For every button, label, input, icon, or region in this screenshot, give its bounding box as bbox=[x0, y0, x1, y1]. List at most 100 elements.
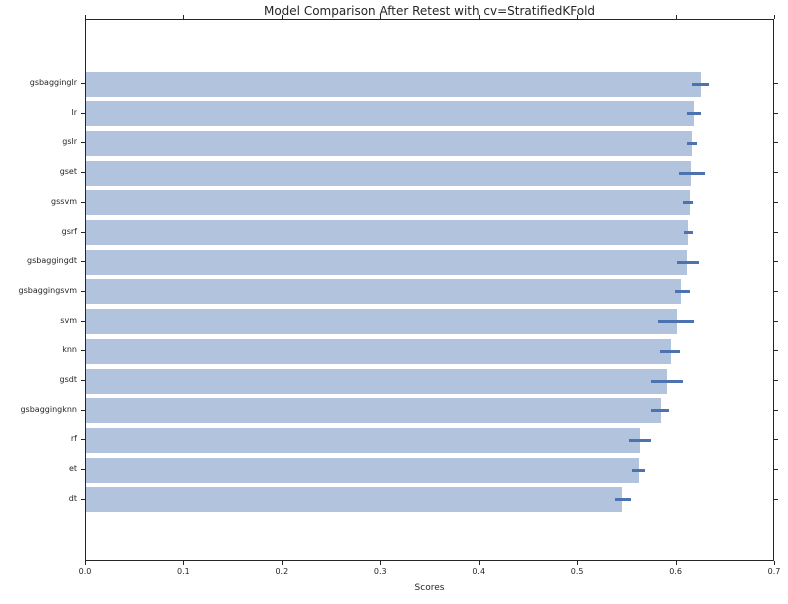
xtick-mark-bottom bbox=[478, 561, 480, 565]
ytick-label-gsrf: gsrf bbox=[61, 226, 77, 236]
plot-area bbox=[85, 19, 774, 561]
xtick-mark-top bbox=[85, 15, 86, 19]
xtick-mark-bottom bbox=[577, 561, 579, 565]
bar-gsbaggingsvm bbox=[86, 279, 682, 305]
ytick-mark-left bbox=[81, 261, 85, 263]
x-axis-label: Scores bbox=[414, 583, 445, 593]
ytick-label-rf: rf bbox=[70, 434, 77, 444]
ytick-mark-right bbox=[774, 172, 778, 174]
bar-dt bbox=[86, 487, 623, 513]
xtick-mark-bottom bbox=[85, 561, 86, 565]
xtick-mark-bottom bbox=[675, 561, 677, 565]
ytick-mark-left bbox=[81, 409, 85, 411]
ytick-mark-left bbox=[81, 201, 85, 203]
chart-title: Model Comparison After Retest with cv=St… bbox=[263, 4, 596, 18]
ytick-label-et: et bbox=[68, 464, 77, 474]
xtick-label-0.6: 0.6 bbox=[669, 567, 682, 576]
ytick-label-knn: knn bbox=[62, 345, 77, 355]
bar-gsrf bbox=[86, 220, 689, 245]
error-bar-gsdt bbox=[650, 379, 684, 383]
ytick-label-gsbaggingknn: gsbaggingknn bbox=[20, 404, 77, 414]
ytick-mark-left bbox=[81, 231, 85, 233]
xtick-mark-top bbox=[183, 15, 185, 19]
ytick-mark-right bbox=[774, 409, 778, 411]
xtick-label-0.3: 0.3 bbox=[373, 567, 387, 576]
ytick-mark-left bbox=[81, 83, 85, 84]
ytick-mark-left bbox=[81, 469, 85, 471]
bar-et bbox=[86, 457, 640, 483]
xtick-mark-top bbox=[380, 15, 382, 19]
ytick-mark-left bbox=[81, 172, 85, 174]
ytick-label-gsbaggingdt: gsbaggingdt bbox=[27, 256, 77, 266]
bar-lr bbox=[86, 101, 695, 127]
bar-gsbaggingdt bbox=[86, 249, 688, 275]
ytick-mark-left bbox=[81, 498, 85, 500]
ytick-mark-right bbox=[774, 498, 778, 500]
ytick-label-gslr: gslr bbox=[62, 137, 77, 147]
xtick-mark-top bbox=[281, 15, 283, 19]
bar-gslr bbox=[86, 130, 693, 156]
xtick-label-0.5: 0.5 bbox=[570, 567, 584, 576]
ytick-label-gsdt: gsdt bbox=[59, 375, 77, 384]
ytick-mark-right bbox=[774, 142, 778, 144]
ytick-mark-right bbox=[774, 350, 778, 352]
error-bar-gsbaggingknn bbox=[650, 409, 669, 413]
ytick-mark-left bbox=[81, 112, 85, 114]
bar-knn bbox=[86, 338, 671, 364]
ytick-label-svm: svm bbox=[60, 315, 77, 325]
ytick-mark-left bbox=[81, 380, 85, 381]
ytick-label-lr: lr bbox=[71, 107, 77, 117]
ytick-mark-left bbox=[81, 350, 85, 352]
error-bar-gssvm bbox=[683, 201, 694, 205]
error-bar-gsrf bbox=[684, 231, 694, 234]
xtick-label-0.7: 0.7 bbox=[767, 567, 781, 576]
ytick-label-gsbagginglr: gsbagginglr bbox=[29, 78, 77, 87]
ytick-mark-left bbox=[81, 320, 85, 322]
error-bar-knn bbox=[659, 349, 681, 353]
ytick-mark-right bbox=[774, 83, 778, 84]
xtick-label-0.1: 0.1 bbox=[177, 567, 190, 576]
bar-gsbagginglr bbox=[86, 71, 702, 97]
xtick-label-0.0: 0.0 bbox=[78, 567, 92, 576]
xtick-mark-top bbox=[774, 15, 775, 19]
error-bar-gsbaggingdt bbox=[676, 260, 700, 264]
error-bar-gslr bbox=[687, 141, 698, 145]
error-bar-gsbagginglr bbox=[692, 82, 710, 86]
xtick-mark-bottom bbox=[183, 561, 185, 565]
ytick-mark-right bbox=[774, 380, 778, 381]
ytick-mark-right bbox=[774, 439, 778, 441]
bar-gsbaggingknn bbox=[86, 398, 661, 424]
ytick-label-gssvm: gssvm bbox=[51, 196, 77, 206]
bar-gsdt bbox=[86, 368, 667, 394]
ytick-mark-left bbox=[81, 439, 85, 441]
error-bar-dt bbox=[614, 498, 632, 502]
ytick-mark-right bbox=[774, 112, 778, 114]
xtick-mark-top bbox=[675, 15, 677, 19]
error-bar-lr bbox=[687, 112, 702, 116]
error-bar-gsbaggingsvm bbox=[674, 290, 691, 294]
xtick-mark-bottom bbox=[774, 561, 775, 565]
error-bar-svm bbox=[657, 320, 695, 324]
ytick-mark-right bbox=[774, 261, 778, 263]
xtick-mark-bottom bbox=[281, 561, 283, 565]
ytick-mark-left bbox=[81, 290, 85, 292]
ytick-mark-right bbox=[774, 290, 778, 292]
ytick-mark-right bbox=[774, 201, 778, 203]
bar-svm bbox=[86, 309, 677, 335]
ytick-label-gset: gset bbox=[59, 167, 77, 177]
error-bar-gset bbox=[678, 171, 706, 175]
bar-gssvm bbox=[86, 190, 691, 216]
ytick-label-dt: dt bbox=[68, 493, 77, 503]
xtick-label-0.2: 0.2 bbox=[275, 567, 289, 576]
xtick-mark-top bbox=[478, 15, 480, 19]
xtick-label-0.4: 0.4 bbox=[472, 567, 486, 576]
ytick-mark-right bbox=[774, 231, 778, 233]
ytick-label-gsbaggingsvm: gsbaggingsvm bbox=[18, 285, 77, 295]
ytick-mark-left bbox=[81, 142, 85, 144]
error-bar-et bbox=[632, 468, 646, 472]
error-bar-rf bbox=[629, 438, 651, 442]
xtick-mark-top bbox=[577, 15, 579, 19]
bar-rf bbox=[86, 427, 641, 453]
ytick-mark-right bbox=[774, 320, 778, 322]
